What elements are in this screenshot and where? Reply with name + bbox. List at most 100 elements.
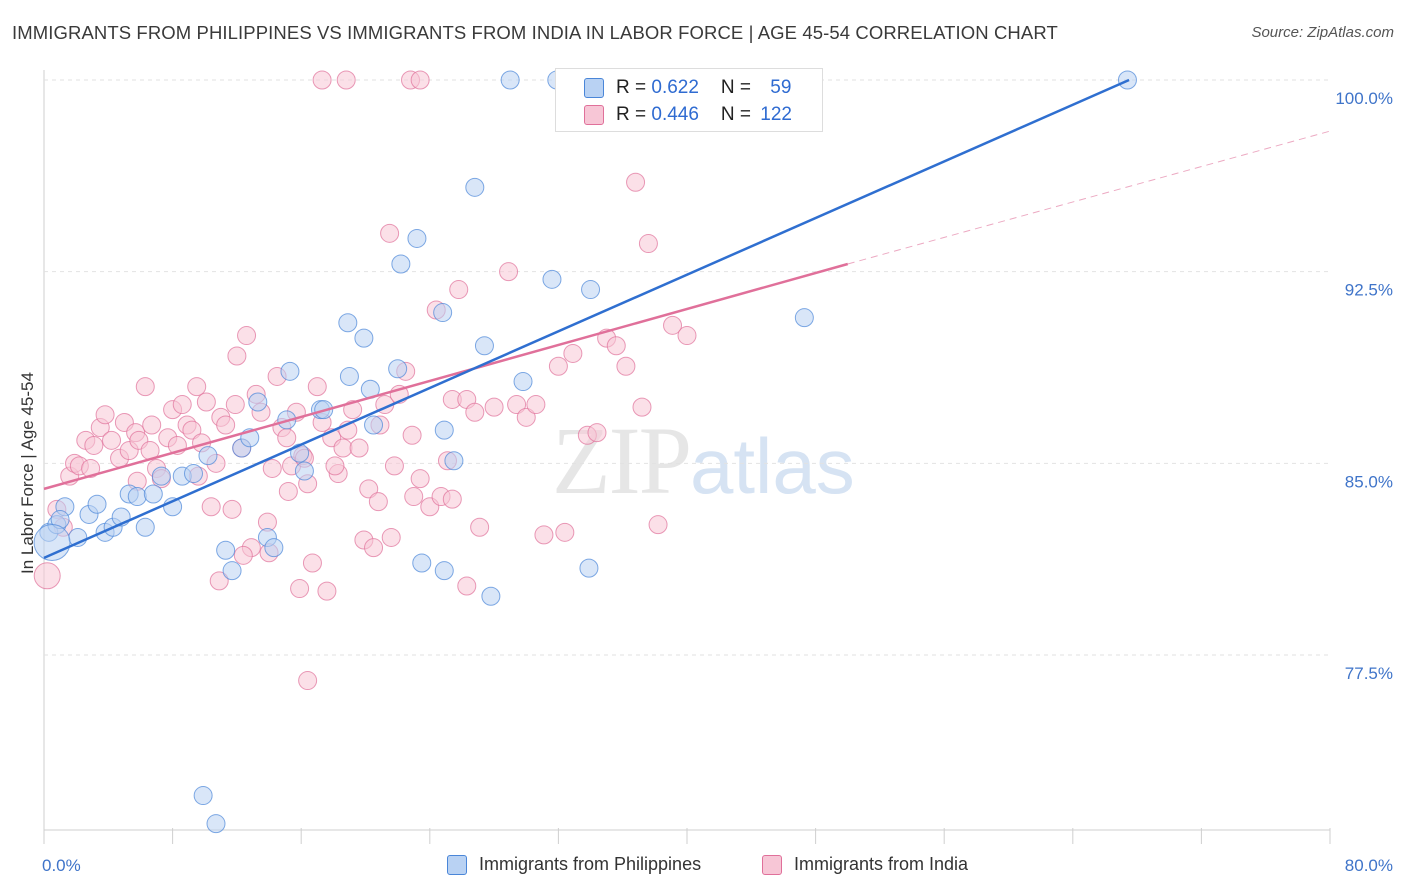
india-trend-extension: [847, 130, 1331, 265]
stats-row-india: R = 0.446 N = 122: [556, 102, 822, 128]
india-point: [587, 423, 607, 443]
india-point: [359, 479, 379, 499]
philippines-point: [434, 561, 454, 581]
philippines-point: [481, 586, 501, 606]
india-swatch: [584, 105, 604, 125]
philippines-point: [248, 392, 268, 412]
india-point: [555, 522, 575, 542]
philippines-point: [339, 366, 359, 386]
india-point: [442, 489, 462, 509]
india-point: [349, 438, 369, 458]
philippines-point: [338, 313, 358, 333]
india-point: [222, 499, 242, 519]
india-point: [404, 487, 424, 507]
watermark: ZIPatlas: [552, 405, 855, 516]
r-value: 0.446: [651, 104, 699, 125]
philippines-point: [581, 280, 601, 300]
y-tick-label: 92.5%: [1345, 281, 1393, 300]
philippines-point: [264, 538, 284, 558]
india-point: [312, 70, 332, 90]
source-label: Source: ZipAtlas.com: [1251, 24, 1394, 41]
philippines-point: [294, 461, 314, 481]
india-point: [465, 402, 485, 422]
legend-label: Immigrants from Philippines: [479, 854, 702, 874]
n-label: N =: [720, 104, 757, 125]
india-point: [402, 425, 422, 445]
philippines-trend-line: [43, 78, 1130, 560]
r-label: R =: [616, 77, 652, 98]
india-point: [237, 326, 257, 346]
philippines-point: [151, 466, 171, 486]
india-point: [216, 415, 236, 435]
india-point: [298, 671, 318, 691]
india-point: [336, 70, 356, 90]
philippines-point: [143, 484, 163, 504]
india-point: [516, 407, 536, 427]
india-point: [368, 492, 388, 512]
y-tick-label: 85.0%: [1345, 472, 1393, 491]
legend-swatch-philippines: [447, 855, 467, 875]
india-point: [209, 571, 229, 591]
n-label: N =: [720, 77, 757, 98]
india-point: [317, 581, 337, 601]
india-point: [333, 438, 353, 458]
india-point: [302, 553, 322, 573]
india-point: [449, 280, 469, 300]
philippines-point: [216, 540, 236, 560]
philippines-point: [391, 254, 411, 274]
india-point: [384, 456, 404, 476]
india-point: [182, 420, 202, 440]
x-tick-label: 80.0%: [1345, 856, 1393, 875]
philippines-point: [354, 328, 374, 348]
india-point: [172, 395, 192, 415]
philippines-point: [388, 359, 408, 379]
india-point: [410, 70, 430, 90]
philippines-point: [579, 558, 599, 578]
india-point: [262, 458, 282, 478]
philippines-point: [364, 415, 384, 435]
india-point: [307, 377, 327, 397]
india-point: [142, 415, 162, 435]
india-point: [616, 356, 636, 376]
philippines-point: [474, 336, 494, 356]
india-point: [507, 395, 527, 415]
philippines-point: [193, 786, 213, 806]
philippines-point: [433, 303, 453, 323]
philippines-point: [412, 553, 432, 573]
india-point: [233, 545, 253, 565]
chart-title: IMMIGRANTS FROM PHILIPPINES VS IMMIGRANT…: [12, 22, 1058, 43]
legend: Immigrants from Philippines Immigrants f…: [0, 851, 1406, 879]
philippines-point: [794, 308, 814, 328]
india-point: [325, 456, 345, 476]
india-point: [499, 262, 519, 282]
y-tick-label: 77.5%: [1345, 664, 1393, 683]
india-point: [648, 515, 668, 535]
r-label: R =: [616, 104, 652, 125]
philippines-point: [434, 420, 454, 440]
india-point: [196, 392, 216, 412]
india-point: [484, 397, 504, 417]
india-point: [227, 346, 247, 366]
india-point: [534, 525, 554, 545]
philippines-point: [87, 494, 107, 514]
legend-swatch-india: [762, 855, 782, 875]
r-value: 0.622: [651, 77, 699, 98]
india-point: [290, 579, 310, 599]
india-point: [135, 377, 155, 397]
india-point: [277, 428, 297, 448]
philippines-point: [206, 814, 226, 834]
india-point: [548, 356, 568, 376]
india-point: [381, 527, 401, 547]
n-value: 122: [760, 104, 792, 125]
philippines-point: [127, 487, 147, 507]
india-point: [663, 315, 683, 335]
india-point: [410, 469, 430, 489]
india-point: [364, 538, 384, 558]
philippines-point: [280, 361, 300, 381]
philippines-point: [183, 464, 203, 484]
watermark-atlas: atlas: [690, 422, 855, 510]
india-trend-line: [43, 262, 849, 491]
india-point: [33, 562, 61, 590]
stats-box: R = 0.622 N = 59 R = 0.446 N = 122: [555, 68, 823, 132]
india-point: [606, 336, 626, 356]
